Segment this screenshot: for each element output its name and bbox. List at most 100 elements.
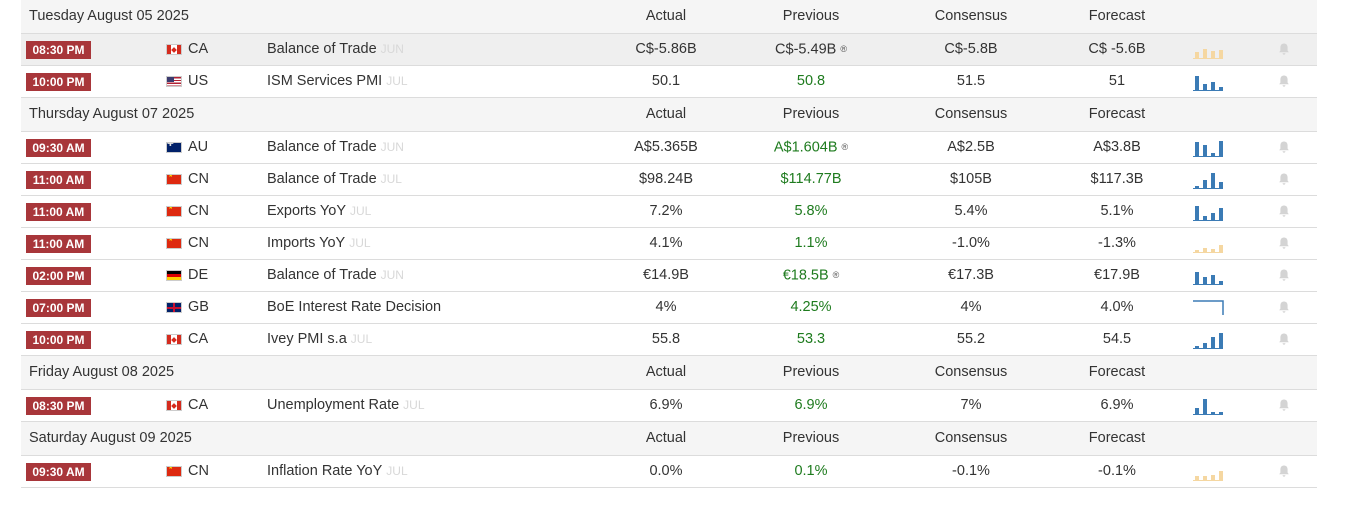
event-row[interactable]: 07:00 PM GB BoE Interest Rate Decision 4% 4.… bbox=[21, 292, 1317, 324]
sparkline-chart[interactable] bbox=[1193, 41, 1225, 59]
event-previous-value: 4.25% bbox=[790, 299, 832, 315]
event-forecast[interactable]: -0.1% bbox=[1098, 463, 1136, 479]
event-previous-value: C$-5.49B bbox=[775, 41, 837, 58]
column-header-consensus: Consensus bbox=[934, 430, 1008, 446]
event-forecast[interactable]: $117.3B bbox=[1090, 171, 1144, 187]
sparkline-bar bbox=[1195, 272, 1199, 284]
day-date: Tuesday August 05 2025 bbox=[29, 8, 189, 24]
event-forecast[interactable]: 51 bbox=[1108, 73, 1126, 89]
bell-icon[interactable] bbox=[1277, 464, 1291, 478]
event-consensus: 5.4% bbox=[954, 203, 988, 219]
event-actual: 7.2% bbox=[649, 203, 683, 219]
event-name-link[interactable]: Ivey PMI s.a bbox=[267, 331, 347, 347]
event-row[interactable]: 11:00 AM CN Exports YoY JUL 7.2% 5.8% 5.4% 5.1% bbox=[21, 196, 1317, 228]
event-name-link[interactable]: Balance of Trade bbox=[267, 41, 377, 57]
event-name-link[interactable]: Balance of Trade bbox=[267, 139, 377, 155]
event-row[interactable]: 02:00 PM DE Balance of Trade JUN €14.9B €18.5… bbox=[21, 260, 1317, 292]
column-header-consensus: Consensus bbox=[934, 364, 1008, 380]
sparkline-chart[interactable] bbox=[1193, 463, 1225, 481]
sparkline-bar bbox=[1203, 84, 1207, 90]
sparkline-chart[interactable] bbox=[1193, 139, 1225, 157]
event-previous: A$1.604B ® bbox=[756, 132, 866, 163]
event-forecast[interactable]: C$ -5.6B bbox=[1088, 41, 1146, 57]
event-row[interactable]: 10:00 PM CA Ivey PMI s.a JUL 55.8 53.3 55.2 54.… bbox=[21, 324, 1317, 356]
sparkline-bar bbox=[1211, 475, 1215, 480]
bell-icon[interactable] bbox=[1277, 300, 1291, 314]
bell-icon[interactable] bbox=[1277, 204, 1291, 218]
sparkline-baseline bbox=[1193, 284, 1223, 285]
event-name-link[interactable]: Unemployment Rate bbox=[267, 397, 400, 413]
event-time-badge: 11:00 AM bbox=[26, 203, 91, 221]
event-previous-value: 50.8 bbox=[796, 73, 826, 89]
sparkline-chart[interactable] bbox=[1193, 235, 1225, 253]
column-header-forecast: Forecast bbox=[1088, 430, 1146, 446]
sparkline-bar bbox=[1219, 141, 1223, 156]
sparkline-chart[interactable] bbox=[1193, 397, 1225, 415]
event-previous: C$-5.49B ® bbox=[756, 34, 866, 65]
event-country: CN bbox=[188, 203, 209, 219]
event-consensus: 7% bbox=[960, 397, 982, 413]
column-header-forecast: Forecast bbox=[1088, 364, 1146, 380]
event-country: CN bbox=[188, 235, 209, 251]
event-consensus: 51.5 bbox=[956, 73, 986, 89]
sparkline-chart[interactable] bbox=[1193, 73, 1225, 91]
event-name-link[interactable]: ISM Services PMI bbox=[267, 73, 383, 89]
sparkline-chart[interactable] bbox=[1193, 299, 1225, 317]
event-previous-value: 1.1% bbox=[794, 235, 828, 251]
sparkline-bar bbox=[1203, 216, 1207, 220]
event-consensus: 55.2 bbox=[956, 331, 986, 347]
sparkline-chart[interactable] bbox=[1193, 203, 1225, 221]
event-forecast[interactable]: 6.9% bbox=[1100, 397, 1134, 413]
event-row[interactable]: 08:30 PM CA Balance of Trade JUN C$-5.86B C$-… bbox=[21, 34, 1317, 66]
event-name-cell: Balance of Trade JUN bbox=[267, 260, 404, 291]
event-reference-period: JUN bbox=[380, 42, 404, 56]
event-name-link[interactable]: BoE Interest Rate Decision bbox=[267, 299, 442, 315]
column-header-actual: Actual bbox=[645, 8, 687, 24]
event-forecast[interactable]: 5.1% bbox=[1100, 203, 1134, 219]
event-forecast[interactable]: 4.0% bbox=[1100, 299, 1134, 315]
event-forecast[interactable]: -1.3% bbox=[1098, 235, 1136, 251]
sparkline-chart[interactable] bbox=[1193, 331, 1225, 349]
sparkline-bar bbox=[1195, 52, 1199, 58]
flag-cn-icon bbox=[166, 466, 182, 477]
event-forecast[interactable]: 54.5 bbox=[1102, 331, 1132, 347]
event-name-link[interactable]: Exports YoY bbox=[267, 203, 346, 219]
event-consensus: A$2.5B bbox=[947, 139, 995, 155]
event-name-link[interactable]: Imports YoY bbox=[267, 235, 346, 251]
event-forecast[interactable]: A$3.8B bbox=[1093, 139, 1141, 155]
sparkline-bar bbox=[1211, 249, 1215, 252]
sparkline-bar bbox=[1195, 346, 1199, 348]
event-row[interactable]: 10:00 PM US ISM Services PMI JUL 50.1 50.8 51.… bbox=[21, 66, 1317, 98]
sparkline-chart[interactable] bbox=[1193, 267, 1225, 285]
bell-icon[interactable] bbox=[1277, 42, 1291, 56]
flag-ca-icon bbox=[166, 334, 182, 345]
bell-icon[interactable] bbox=[1277, 74, 1291, 88]
bell-icon[interactable] bbox=[1277, 332, 1291, 346]
sparkline-bar bbox=[1219, 471, 1223, 480]
event-name-cell: Imports YoY JUL bbox=[267, 228, 371, 259]
sparkline-bar bbox=[1211, 213, 1215, 220]
day-header-row: Saturday August 09 2025 Actual Previous Con… bbox=[21, 422, 1317, 456]
bell-icon[interactable] bbox=[1277, 268, 1291, 282]
column-header-actual: Actual bbox=[645, 430, 687, 446]
sparkline-bar bbox=[1195, 76, 1199, 90]
event-name-cell: Exports YoY JUL bbox=[267, 196, 371, 227]
sparkline-chart[interactable] bbox=[1193, 171, 1225, 189]
event-previous: 53.3 bbox=[756, 324, 866, 355]
day-header-row: Friday August 08 2025 Actual Previous Conse… bbox=[21, 356, 1317, 390]
event-name-link[interactable]: Inflation Rate YoY bbox=[267, 463, 383, 479]
bell-icon[interactable] bbox=[1277, 172, 1291, 186]
event-name-link[interactable]: Balance of Trade bbox=[267, 267, 377, 283]
event-name-link[interactable]: Balance of Trade bbox=[267, 171, 377, 187]
bell-icon[interactable] bbox=[1277, 236, 1291, 250]
bell-icon[interactable] bbox=[1277, 140, 1291, 154]
event-forecast[interactable]: €17.9B bbox=[1094, 267, 1140, 283]
bell-icon[interactable] bbox=[1277, 398, 1291, 412]
event-row[interactable]: 08:30 PM CA Unemployment Rate JUL 6.9% 6.9% 7%… bbox=[21, 390, 1317, 422]
sparkline-bar bbox=[1203, 145, 1207, 156]
event-name-cell: BoE Interest Rate Decision bbox=[267, 292, 441, 323]
